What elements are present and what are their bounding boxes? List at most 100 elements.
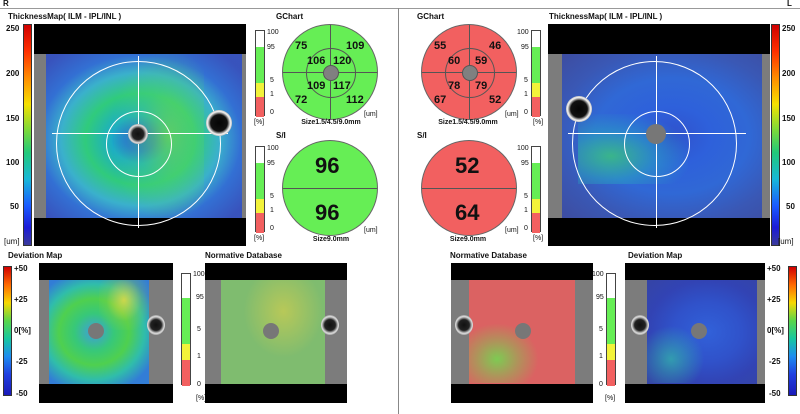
- right-thickness-scale-bar: [771, 24, 780, 246]
- right-thickness-tick: 150: [782, 114, 796, 123]
- right-gchart-legend-label: 5: [524, 77, 528, 84]
- right-deviation-map-image[interactable]: [625, 263, 765, 403]
- left-thickness-tick: 100: [6, 158, 20, 167]
- left-normative-legend-bar: [181, 273, 191, 386]
- right-si-superior-value: 52: [455, 153, 480, 178]
- right-gchart-outer-bottom-right: 52: [489, 94, 502, 106]
- left-deviation-tick: -25: [16, 357, 28, 366]
- left-gchart-outer-bottom-left: 72: [295, 94, 308, 106]
- right-normative-legend-bar: [606, 273, 616, 386]
- left-si-inferior-value: 96: [315, 200, 340, 225]
- left-thickness-unit: [um]: [4, 237, 20, 246]
- eye-label-left: L: [787, 0, 792, 8]
- left-thickness-map-title: ThicknessMap( ILM - IPL/INL ): [8, 12, 122, 21]
- right-thickness-map-image[interactable]: [548, 24, 770, 246]
- left-normative-title: Normative Database: [205, 251, 282, 260]
- left-gchart-legend-label: 5: [270, 77, 274, 84]
- left-si-size-label: Size9.0mm: [312, 236, 350, 243]
- right-si-title: S/I: [417, 131, 427, 140]
- right-thickness-map-title: ThicknessMap( ILM - IPL/INL ): [549, 12, 663, 21]
- right-deviation-tick: +25: [767, 295, 781, 304]
- left-thickness-map-image[interactable]: [34, 24, 246, 246]
- left-gchart-outer-top-left: 75: [295, 40, 308, 52]
- left-thickness-tick: 50: [10, 202, 19, 211]
- left-si-circle[interactable]: [282, 140, 378, 236]
- right-si-legend-label: 1: [524, 207, 528, 214]
- left-gchart-inner-top-right: 120: [333, 55, 352, 67]
- left-deviation-map-image[interactable]: [39, 263, 173, 403]
- right-deviation-scale-bar: [788, 266, 797, 396]
- eye-label-right: R: [3, 0, 9, 8]
- left-si-legend-label: 0: [270, 225, 274, 232]
- left-si-title: S/I: [276, 131, 286, 140]
- right-gchart-outer-top-right: 46: [489, 40, 502, 52]
- right-gchart-circle[interactable]: [421, 24, 517, 120]
- left-si-legend-unit: [%]: [254, 235, 265, 242]
- left-deviation-map-title: Deviation Map: [8, 251, 63, 260]
- right-si-inferior-value: 64: [455, 200, 480, 225]
- right-gchart-legend-label: 1: [524, 91, 528, 98]
- left-si-legend-label: 1: [270, 207, 274, 214]
- left-normative-map-image[interactable]: [205, 263, 347, 403]
- left-normative-legend-label: 95: [196, 294, 204, 301]
- right-gchart-inner-bottom-left: 78: [448, 80, 461, 92]
- right-gchart-legend-label: 0: [524, 109, 528, 116]
- right-normative-legend-label: 95: [596, 294, 604, 301]
- eye-divider: [398, 8, 399, 414]
- right-si-legend-label: 5: [524, 193, 528, 200]
- right-normative-legend-label: 1: [599, 353, 603, 360]
- right-gchart-legend-bar: [531, 30, 541, 117]
- right-deviation-tick: 0[%]: [767, 326, 784, 335]
- left-deviation-scale-bar: [3, 266, 12, 396]
- left-si-superior-value: 96: [315, 153, 340, 178]
- left-gchart-inner-top-left: 106: [307, 55, 326, 67]
- left-gchart-inner-bottom-left: 109: [307, 80, 326, 92]
- right-gchart-title: GChart: [417, 12, 445, 21]
- right-normative-legend-label: 100: [592, 271, 604, 278]
- right-deviation-tick: -25: [769, 357, 781, 366]
- right-gchart-inner-top-right: 59: [475, 55, 488, 67]
- left-gchart-legend-bar: [255, 30, 265, 117]
- right-si-circle[interactable]: [421, 140, 517, 236]
- left-gchart-inner-bottom-right: 117: [333, 80, 351, 92]
- right-deviation-tick: +50: [767, 264, 781, 273]
- left-thickness-scale-bar: [23, 24, 32, 246]
- left-gchart-unit: [um]: [364, 111, 378, 118]
- left-si-legend-bar: [255, 146, 265, 233]
- left-gchart-outer-top-right: 109: [346, 40, 365, 52]
- right-gchart-outer-bottom-left: 67: [434, 94, 447, 106]
- left-gchart-legend-label: 95: [267, 44, 275, 51]
- left-gchart-legend-label: 100: [267, 29, 279, 36]
- left-normative-legend-label: 100: [193, 271, 205, 278]
- left-thickness-tick: 200: [6, 69, 20, 78]
- right-normative-legend-unit: [%]: [605, 395, 616, 402]
- left-gchart-title: GChart: [276, 12, 304, 21]
- left-gchart-circle[interactable]: [282, 24, 378, 120]
- left-deviation-tick: +50: [14, 264, 28, 273]
- right-gchart-size-label: Size1.5/4.5/9.0mm: [438, 119, 498, 126]
- right-thickness-tick: 200: [782, 69, 796, 78]
- right-normative-map-image[interactable]: [451, 263, 593, 403]
- right-normative-title: Normative Database: [450, 251, 527, 260]
- left-gchart-legend-unit: [%]: [254, 119, 265, 126]
- right-si-legend-label: 95: [521, 160, 529, 167]
- right-si-legend-label: 100: [517, 145, 529, 152]
- left-normative-legend-label: 0: [197, 381, 201, 388]
- left-normative-legend-label: 5: [197, 326, 201, 333]
- left-gchart-outer-bottom-right: 112: [346, 94, 364, 106]
- report-top-bar: R L: [0, 0, 800, 9]
- left-si-legend-label: 95: [267, 160, 275, 167]
- left-normative-legend-unit: [%]: [196, 395, 207, 402]
- left-gchart-size-label: Size1.5/4.5/9.0mm: [301, 119, 361, 126]
- left-deviation-tick: 0[%]: [14, 326, 31, 335]
- right-si-size-label: Size9.0mm: [449, 236, 487, 243]
- right-thickness-tick: 100: [782, 158, 796, 167]
- left-normative-legend-label: 1: [197, 353, 201, 360]
- right-si-unit: [um]: [505, 227, 519, 234]
- right-si-legend-label: 0: [524, 225, 528, 232]
- right-gchart-inner-top-left: 60: [448, 55, 461, 67]
- right-gchart-unit: [um]: [505, 111, 519, 118]
- right-gchart-outer-top-left: 55: [434, 40, 447, 52]
- right-gchart-inner-bottom-right: 79: [475, 80, 488, 92]
- right-thickness-unit: [um]: [778, 237, 794, 246]
